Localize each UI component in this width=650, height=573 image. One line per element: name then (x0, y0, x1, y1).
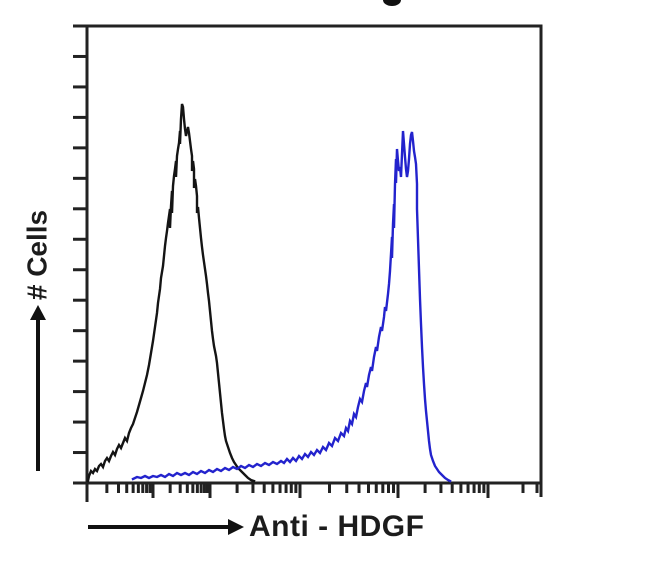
cropped-text-fragment (383, 0, 401, 6)
x-axis-arrow (88, 519, 244, 535)
black-histogram-curve (86, 103, 256, 483)
y-axis-label: # Cells (21, 209, 53, 301)
x-arrowhead (228, 519, 244, 535)
y-axis-ticks (73, 24, 87, 485)
x-axis-ticks (85, 484, 543, 502)
y-arrowhead (30, 305, 46, 320)
plot-border (85, 24, 543, 485)
blue-histogram-curve (131, 130, 452, 483)
y-axis-arrow (30, 305, 46, 471)
x-axis-label: Anti - HDGF (249, 510, 425, 543)
